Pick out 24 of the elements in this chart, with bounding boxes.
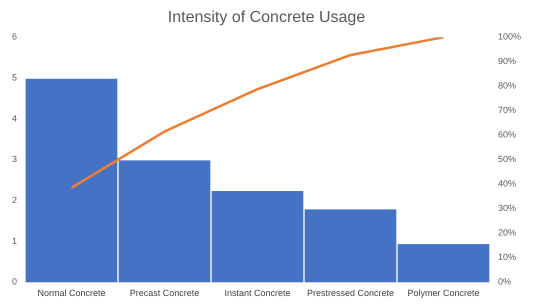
y-tick-label: 5 bbox=[12, 72, 18, 83]
y-tick-label: 4 bbox=[12, 113, 18, 124]
y-tick-label: 6 bbox=[12, 32, 18, 42]
y2-tick-label: 10% bbox=[498, 252, 516, 262]
x-tick-label: Polymer Concrete bbox=[407, 288, 480, 298]
y2-tick-label: 80% bbox=[498, 80, 516, 91]
x-tick-label: Normal Concrete bbox=[37, 288, 106, 298]
x-tick-label: Prestressed Concrete bbox=[306, 288, 394, 298]
x-tick-label: Precast Concrete bbox=[130, 288, 200, 298]
chart-title: Intensity of Concrete Usage bbox=[168, 9, 366, 26]
y2-tick-label: 0% bbox=[498, 276, 511, 287]
y2-tick-label: 60% bbox=[498, 130, 516, 140]
y-tick-label: 3 bbox=[12, 154, 18, 164]
y2-tick-label: 50% bbox=[498, 154, 516, 164]
y2-tick-label: 70% bbox=[498, 105, 516, 116]
y-tick-label: 1 bbox=[12, 236, 18, 246]
y2-tick-label: 90% bbox=[498, 56, 516, 66]
x-tick-label: Instant Concrete bbox=[224, 288, 291, 298]
y2-tick-label: 40% bbox=[498, 178, 516, 189]
y2-tick-label: 100% bbox=[498, 32, 522, 42]
y2-tick-label: 20% bbox=[498, 228, 516, 238]
y-tick-label: 0 bbox=[12, 276, 18, 287]
y2-tick-label: 30% bbox=[498, 203, 516, 214]
y-tick-label: 2 bbox=[12, 195, 18, 206]
